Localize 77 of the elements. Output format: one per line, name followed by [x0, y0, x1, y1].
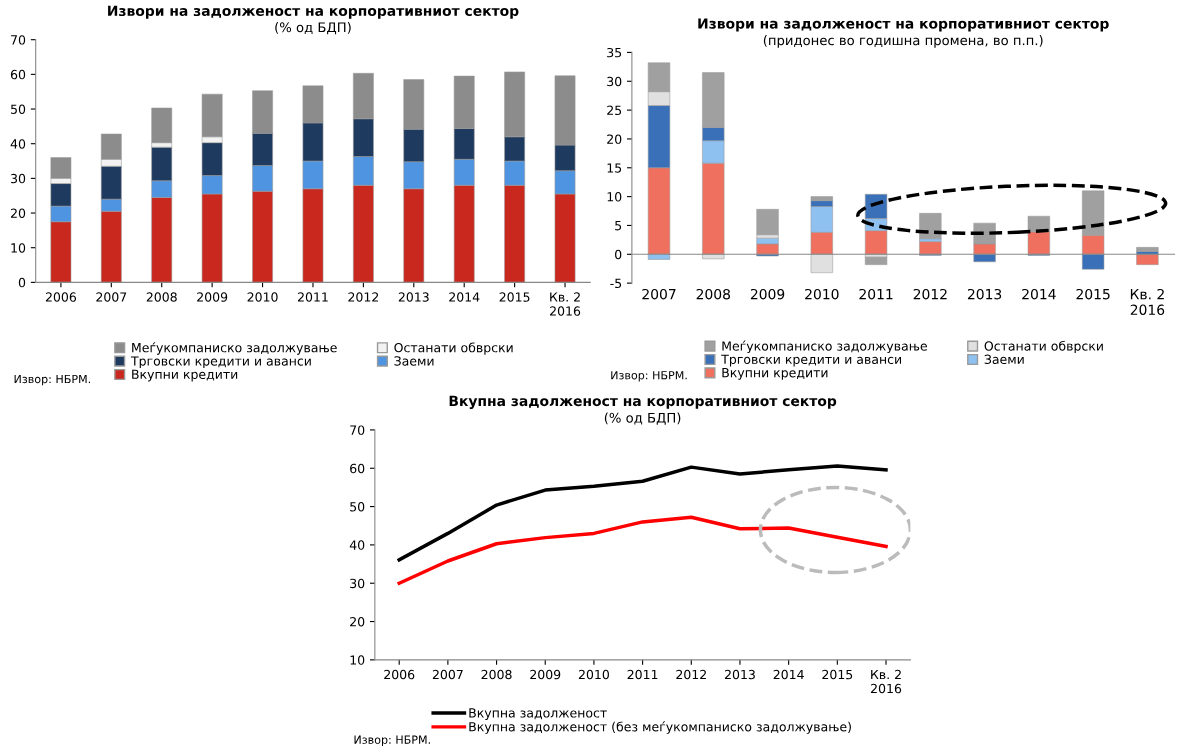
x-tick-label: 2007 — [96, 292, 127, 302]
y-tick-label: 50 — [11, 104, 26, 114]
y-tick-label: 20 — [10, 208, 26, 218]
x-tick-label: 2009 — [530, 669, 561, 680]
y-tick-label: 40 — [349, 540, 365, 550]
y-tick-label: -5 — [610, 278, 622, 289]
x-tick-label: 2007 — [642, 288, 676, 300]
y-tick-label: 5 — [615, 221, 622, 231]
y-tick-label: 20 — [350, 617, 365, 627]
legend-label: Вкупна задолженост (без меѓукомпаниско задолжување) — [469, 721, 851, 734]
chart-title: Извори на задолженост на корпоративниот сектор — [698, 18, 1109, 32]
x-tick-label: Кв. 2 2016 — [871, 669, 902, 694]
legend-label: Заеми — [394, 356, 434, 366]
x-tick-label: 2015 — [499, 292, 530, 302]
chart-subtitle: (придонес во годишна промена, во п.п.) — [763, 35, 1043, 48]
legend-label: Меѓукомпаниско задолжување — [722, 340, 927, 354]
x-tick-label: Кв. 2 2016 — [1130, 288, 1165, 315]
x-tick-label: 2007 — [432, 669, 463, 680]
x-tick-label: 2015 — [822, 669, 853, 680]
x-tick-label: 2014 — [773, 669, 804, 680]
text: Извор: НБРМ. — [354, 735, 430, 746]
legend-label: Заеми — [984, 354, 1024, 365]
x-tick-label: 2009 — [750, 288, 785, 300]
y-tick-label: 0 — [18, 277, 26, 288]
text: Извор: НБРМ. — [611, 371, 687, 382]
chart-subtitle: (% од БДП) — [604, 412, 681, 425]
y-tick-label: 20 — [607, 134, 622, 144]
x-tick-label: 2014 — [449, 292, 480, 302]
x-tick-label: 2010 — [578, 669, 609, 680]
x-tick-label: 2009 — [197, 292, 228, 302]
x-tick-label: 2011 — [627, 669, 658, 680]
x-tick-label: 2008 — [481, 669, 512, 680]
legend-label: Вкупни кредити — [132, 369, 238, 382]
y-tick-label: 40 — [10, 139, 26, 149]
y-tick-label: 10 — [11, 243, 26, 253]
legend-label: Вкупна задолженост — [469, 708, 607, 721]
chart-subtitle: (% од БДП) — [275, 22, 351, 35]
chart-title: Вкупна задолженост на корпоративниот сектор — [449, 395, 837, 409]
text: Извор: НБРМ. — [14, 374, 91, 386]
y-tick-label: 30 — [350, 578, 365, 589]
x-tick-label: Кв. 2 2016 — [550, 292, 581, 316]
x-tick-label: 2012 — [913, 288, 947, 300]
x-tick-label: 2010 — [805, 288, 839, 300]
x-tick-label: 2011 — [859, 288, 893, 300]
x-tick-label: 2013 — [967, 288, 1002, 300]
legend-label: Останати обврски — [984, 340, 1103, 354]
x-tick-label: 2013 — [724, 669, 755, 680]
legend-label: Останати обврски — [394, 342, 513, 355]
x-tick-label: 2014 — [1022, 288, 1056, 300]
y-tick-label: 60 — [10, 69, 26, 80]
y-tick-label: 15 — [607, 163, 622, 173]
x-tick-label: 2012 — [676, 669, 706, 680]
legend-label: Трговски кредити и аванси — [721, 354, 902, 367]
x-tick-label: 2008 — [696, 288, 731, 300]
x-tick-label: 2010 — [247, 292, 278, 302]
legend-label: Меѓукомпаниско задолжување — [132, 342, 337, 355]
x-tick-label: 2011 — [297, 292, 328, 302]
y-tick-label: 10 — [350, 655, 365, 665]
y-tick-label: 30 — [11, 173, 26, 184]
y-tick-label: 70 — [350, 425, 365, 435]
y-tick-label: 0 — [615, 249, 622, 260]
y-tick-label: 70 — [11, 35, 26, 45]
y-tick-label: 50 — [350, 502, 365, 512]
x-tick-label: 2006 — [384, 669, 415, 680]
y-tick-label: 10 — [607, 192, 622, 202]
y-tick-label: 35 — [607, 47, 622, 58]
x-tick-label: 2013 — [398, 292, 429, 302]
chart-title: Извори на задолженост на корпоративниот сектор — [108, 5, 519, 19]
x-tick-label: 2006 — [45, 292, 77, 302]
y-tick-label: 25 — [607, 105, 622, 116]
x-tick-label: 2012 — [348, 292, 379, 302]
x-tick-label: 2008 — [146, 292, 177, 302]
legend-label: Трговски кредити и аванси — [130, 356, 311, 369]
y-tick-label: 60 — [350, 463, 365, 474]
y-tick-label: 30 — [607, 76, 622, 87]
legend-label: Вкупни кредити — [722, 368, 828, 380]
x-tick-label: 2015 — [1076, 288, 1110, 300]
